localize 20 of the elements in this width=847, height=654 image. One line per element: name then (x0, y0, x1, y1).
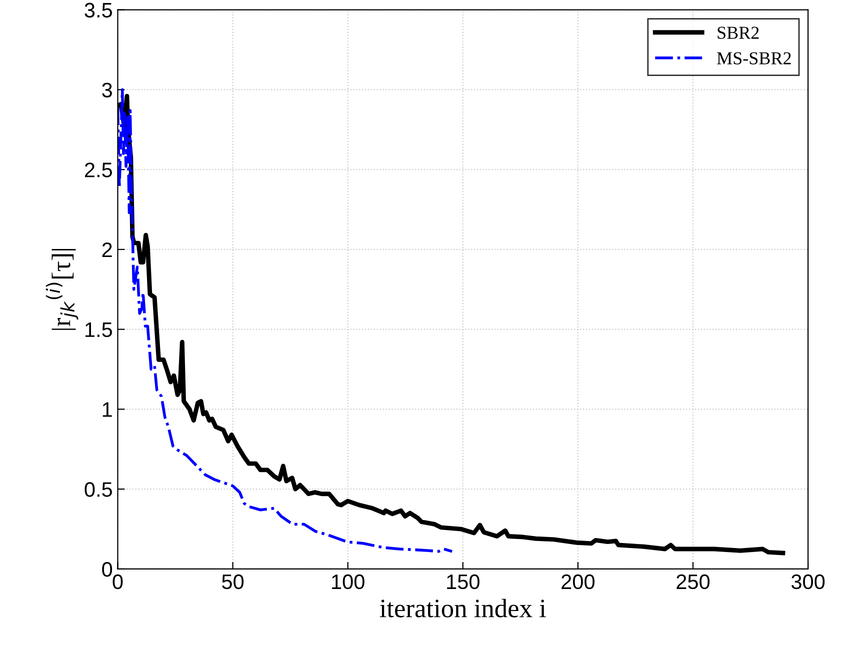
x-tick-label: 0 (112, 574, 123, 590)
legend-label: MS-SBR2 (717, 52, 791, 64)
x-tick-label: 150 (447, 574, 480, 590)
y-tick-label: 3.5 (84, 2, 112, 18)
x-tick-label: 200 (562, 574, 595, 590)
x-tick-label: 300 (791, 574, 825, 590)
x-axis-title: iteration index i (380, 598, 546, 618)
y-tick-label: 0 (102, 562, 112, 577)
y-axis-title: |r$_{jk}$$^{(i)}$[τ]| (46, 249, 78, 330)
y-tick-label: 0.5 (84, 482, 112, 497)
y-tick-label: 3 (102, 82, 112, 98)
legend-label: SBR2 (718, 26, 759, 39)
x-tick-label: 250 (676, 574, 710, 590)
x-tick-label: 100 (332, 574, 364, 590)
y-tick-label: 1 (102, 402, 112, 417)
line-series (118, 88, 454, 553)
y-tick-label: 2 (102, 242, 112, 258)
y-tick-label: 2.5 (84, 162, 112, 178)
x-tick-label: 50 (222, 574, 244, 590)
y-tick-label: 1.5 (86, 322, 112, 338)
